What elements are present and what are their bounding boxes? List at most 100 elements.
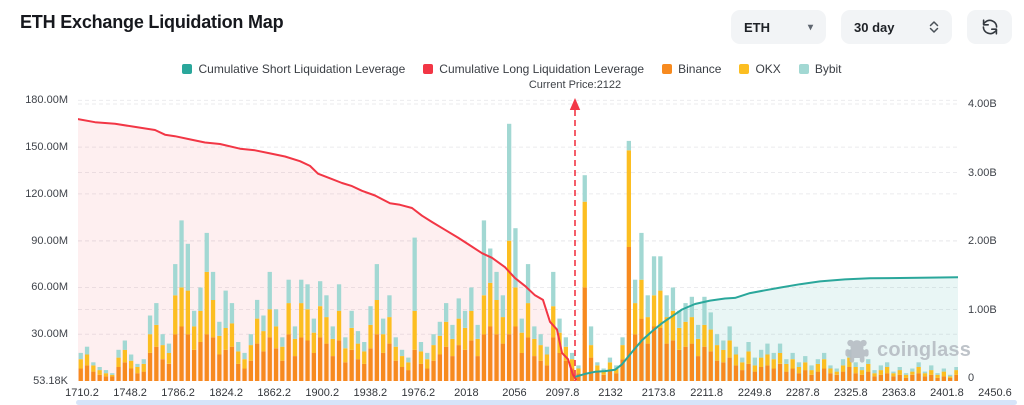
bar-binance[interactable] <box>311 352 316 381</box>
bar-bybit[interactable] <box>368 306 373 325</box>
bar-okx[interactable] <box>292 338 298 356</box>
bar-bybit[interactable] <box>601 368 606 372</box>
bar-bybit[interactable] <box>538 334 543 346</box>
bar-bybit[interactable] <box>355 331 361 344</box>
bar-bybit[interactable] <box>179 220 184 288</box>
bar-binance[interactable] <box>141 371 146 381</box>
bar-okx[interactable] <box>418 351 424 364</box>
bar-binance[interactable] <box>154 346 159 381</box>
bar-okx[interactable] <box>885 367 890 374</box>
bar-binance[interactable] <box>664 343 669 381</box>
bar-bybit[interactable] <box>469 287 474 311</box>
bar-okx[interactable] <box>318 306 323 338</box>
bar-okx[interactable] <box>702 324 707 347</box>
bar-binance[interactable] <box>91 371 96 381</box>
bar-bybit[interactable] <box>872 370 877 374</box>
bar-bybit[interactable] <box>267 271 272 310</box>
bar-bybit[interactable] <box>166 343 172 353</box>
bar-bybit[interactable] <box>500 295 505 318</box>
bar-okx[interactable] <box>595 365 600 372</box>
bar-okx[interactable] <box>129 360 134 369</box>
bar-binance[interactable] <box>198 342 203 381</box>
bar-bybit[interactable] <box>815 359 820 364</box>
bar-binance[interactable] <box>633 334 638 381</box>
bar-bybit[interactable] <box>192 310 197 327</box>
plot-canvas[interactable] <box>78 95 958 382</box>
bar-binance[interactable] <box>418 363 424 381</box>
bar-binance[interactable] <box>796 373 802 381</box>
bar-bybit[interactable] <box>525 264 531 304</box>
bar-bybit[interactable] <box>280 337 285 347</box>
bar-bybit[interactable] <box>393 337 398 347</box>
bar-bybit[interactable] <box>696 324 701 339</box>
bar-binance[interactable] <box>173 334 178 381</box>
bar-okx[interactable] <box>154 324 159 347</box>
bar-binance[interactable] <box>349 349 354 381</box>
bar-okx[interactable] <box>651 295 657 327</box>
bar-okx[interactable] <box>822 359 827 369</box>
bar-okx[interactable] <box>519 332 524 353</box>
bar-bybit[interactable] <box>481 220 487 296</box>
bar-bybit[interactable] <box>173 264 178 296</box>
bar-binance[interactable] <box>217 354 222 382</box>
bar-binance[interactable] <box>116 367 121 381</box>
bar-bybit[interactable] <box>103 370 109 374</box>
bar-bybit[interactable] <box>683 303 688 322</box>
bar-okx[interactable] <box>696 338 701 356</box>
bar-binance[interactable] <box>399 367 405 381</box>
bar-okx[interactable] <box>399 356 405 367</box>
bar-okx[interactable] <box>110 374 115 377</box>
bar-okx[interactable] <box>670 310 676 341</box>
legend-item-bybit[interactable]: Bybit <box>798 62 842 76</box>
bar-bybit[interactable] <box>336 284 342 311</box>
bar-okx[interactable] <box>192 326 197 350</box>
bar-bybit[interactable] <box>91 362 96 366</box>
bar-binance[interactable] <box>223 349 228 381</box>
bar-okx[interactable] <box>387 317 392 344</box>
bar-bybit[interactable] <box>897 367 902 371</box>
bar-okx[interactable] <box>166 352 172 364</box>
bar-binance[interactable] <box>450 356 455 381</box>
bar-binance[interactable] <box>84 365 90 381</box>
bar-okx[interactable] <box>135 367 140 374</box>
bar-okx[interactable] <box>299 303 304 338</box>
bar-binance[interactable] <box>872 376 877 381</box>
bar-okx[interactable] <box>412 310 417 350</box>
bar-binance[interactable] <box>267 337 272 381</box>
bar-okx[interactable] <box>513 287 518 327</box>
bar-okx[interactable] <box>752 365 757 372</box>
bar-okx[interactable] <box>538 345 543 361</box>
bar-okx[interactable] <box>759 357 764 367</box>
bar-binance[interactable] <box>878 374 883 381</box>
bar-okx[interactable] <box>784 363 789 372</box>
bar-binance[interactable] <box>759 367 764 381</box>
bar-bybit[interactable] <box>588 326 594 346</box>
bar-binance[interactable] <box>929 374 934 381</box>
bar-bybit[interactable] <box>834 368 839 372</box>
bar-bybit[interactable] <box>891 371 896 374</box>
bar-bybit[interactable] <box>809 365 814 371</box>
bar-binance[interactable] <box>891 376 896 381</box>
bar-binance[interactable] <box>620 359 625 381</box>
bar-okx[interactable] <box>248 345 253 361</box>
bar-okx[interactable] <box>406 362 411 371</box>
bar-bybit[interactable] <box>236 342 241 352</box>
bar-binance[interactable] <box>387 343 392 381</box>
bar-binance[interactable] <box>185 334 190 381</box>
bar-okx[interactable] <box>658 290 663 328</box>
bar-bybit[interactable] <box>740 357 745 363</box>
bar-bybit[interactable] <box>929 365 934 371</box>
bar-bybit[interactable] <box>97 367 102 371</box>
bar-bybit[interactable] <box>255 299 260 319</box>
bar-okx[interactable] <box>897 370 902 375</box>
bar-binance[interactable] <box>444 346 449 381</box>
legend-item-binance[interactable]: Binance <box>662 62 721 76</box>
bar-okx[interactable] <box>261 331 266 352</box>
bar-bybit[interactable] <box>292 326 298 339</box>
bar-okx[interactable] <box>714 345 720 361</box>
bar-bybit[interactable] <box>475 324 480 339</box>
bar-bybit[interactable] <box>765 343 770 355</box>
bar-bybit[interactable] <box>563 337 568 347</box>
bar-bybit[interactable] <box>456 298 461 319</box>
bar-binance[interactable] <box>242 368 247 382</box>
